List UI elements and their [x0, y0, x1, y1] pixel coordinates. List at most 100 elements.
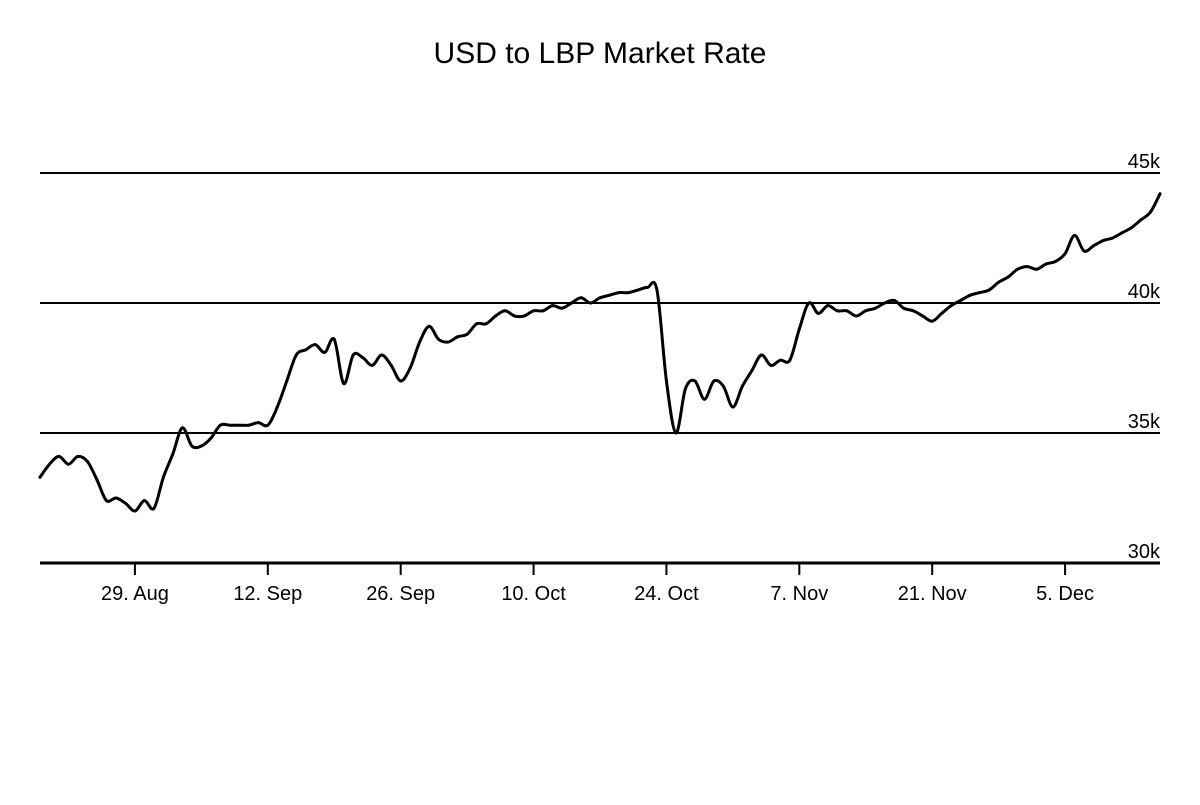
data-point	[332, 337, 336, 341]
data-point	[247, 423, 251, 427]
data-point	[759, 353, 763, 357]
data-point	[389, 363, 393, 367]
data-point	[152, 506, 156, 510]
data-point	[911, 309, 915, 313]
data-point	[589, 301, 593, 305]
data-point	[626, 291, 630, 295]
data-point	[1054, 259, 1058, 263]
data-point	[209, 436, 213, 440]
data-point	[883, 301, 887, 305]
data-point	[114, 496, 118, 500]
y-tick-label: 45k	[1128, 151, 1161, 173]
data-point	[133, 509, 137, 513]
data-point	[180, 426, 184, 430]
data-point	[522, 314, 526, 318]
x-tick-label: 24. Oct	[634, 583, 699, 605]
data-point	[399, 379, 403, 383]
data-point	[1130, 226, 1134, 230]
data-point	[551, 304, 555, 308]
data-point	[266, 423, 270, 427]
data-point	[731, 405, 735, 409]
data-point	[380, 353, 384, 357]
data-point	[693, 379, 697, 383]
y-tick-label: 30k	[1128, 541, 1161, 563]
x-tick-label: 7. Nov	[770, 583, 828, 605]
data-point	[607, 293, 611, 297]
data-point	[342, 382, 346, 386]
data-point	[987, 288, 991, 292]
data-point	[854, 314, 858, 318]
data-point	[142, 499, 146, 503]
chart-title: USD to LBP Market Rate	[434, 37, 767, 70]
data-point	[275, 405, 279, 409]
data-point	[721, 384, 725, 388]
data-point	[465, 332, 469, 336]
data-point	[456, 335, 460, 339]
data-point	[123, 501, 127, 505]
data-point	[228, 423, 232, 427]
data-point	[57, 454, 61, 458]
x-tick-label: 10. Oct	[501, 583, 566, 605]
data-point	[38, 475, 42, 479]
y-tick-label: 35k	[1128, 411, 1161, 433]
data-point	[788, 358, 792, 362]
x-tick-label: 5. Dec	[1036, 583, 1094, 605]
data-point	[930, 319, 934, 323]
data-point	[1149, 210, 1153, 214]
data-point	[494, 314, 498, 318]
data-point	[446, 340, 450, 344]
data-point	[968, 293, 972, 297]
data-point	[513, 314, 517, 318]
data-point	[218, 423, 222, 427]
data-point	[921, 314, 925, 318]
data-point	[199, 444, 203, 448]
data-point	[674, 431, 678, 435]
data-point	[579, 296, 583, 300]
data-point	[864, 309, 868, 313]
data-point	[873, 306, 877, 310]
x-axis: 29. Aug 12. Sep 26. Sep 10. Oct 24. Oct 7. No…	[101, 563, 1094, 605]
series-layer	[38, 192, 1162, 513]
series-line	[38, 192, 1162, 513]
data-point	[750, 369, 754, 373]
data-point	[361, 356, 365, 360]
data-point	[664, 379, 668, 383]
x-tick-label: 12. Sep	[233, 583, 302, 605]
data-point	[351, 353, 355, 357]
data-point	[1025, 265, 1029, 269]
data-point	[598, 296, 602, 300]
data-point	[294, 353, 298, 357]
data-point	[1092, 244, 1096, 248]
x-tick-label: 26. Sep	[366, 583, 435, 605]
y-gridlines	[40, 172, 1160, 565]
data-point	[570, 301, 574, 305]
data-point	[370, 363, 374, 367]
data-point	[190, 444, 194, 448]
data-point	[1016, 267, 1020, 271]
data-point	[617, 291, 621, 295]
data-point	[949, 304, 953, 308]
data-point	[740, 384, 744, 388]
data-point	[645, 285, 649, 289]
data-point	[940, 311, 944, 315]
data-point	[778, 358, 782, 362]
x-tick-label: 21. Nov	[898, 583, 967, 605]
data-point	[427, 324, 431, 328]
data-point	[797, 327, 801, 331]
data-point	[76, 454, 80, 458]
data-point	[161, 475, 165, 479]
data-point	[313, 343, 317, 347]
data-point	[503, 309, 507, 313]
data-point	[1082, 249, 1086, 253]
data-point	[1111, 236, 1115, 240]
data-point	[484, 322, 488, 326]
data-point	[437, 337, 441, 341]
data-point	[95, 478, 99, 482]
data-point	[541, 309, 545, 313]
data-point	[418, 340, 422, 344]
data-point	[683, 387, 687, 391]
data-point	[104, 499, 108, 503]
data-point	[892, 298, 896, 302]
